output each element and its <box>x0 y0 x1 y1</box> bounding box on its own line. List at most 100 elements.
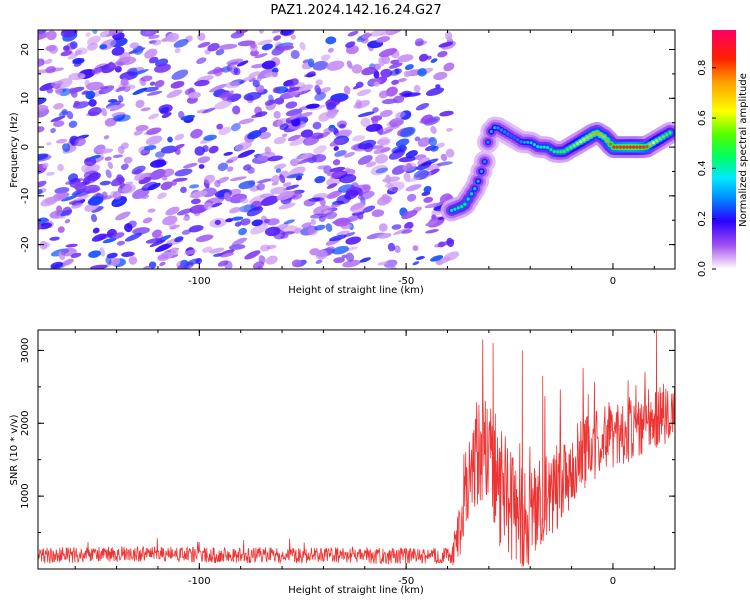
noise-blob <box>339 174 357 184</box>
noise-blob <box>372 107 379 113</box>
noise-blob <box>133 129 144 136</box>
noise-blob <box>313 145 327 154</box>
ridge-cell <box>651 141 656 145</box>
noise-blob <box>353 100 371 109</box>
noise-blob <box>412 245 419 252</box>
noise-blob <box>105 256 112 265</box>
noise-blob <box>395 111 406 119</box>
colorbar-tick-label: 0.8 <box>697 60 708 76</box>
noise-blob <box>261 43 273 51</box>
noise-blob <box>215 48 225 56</box>
noise-blob <box>240 198 249 204</box>
noise-blob <box>376 138 390 146</box>
ridge-cell <box>512 136 517 140</box>
noise-blob <box>287 134 302 142</box>
ridge-cell <box>562 149 566 154</box>
noise-blob <box>81 90 89 95</box>
noise-blob <box>161 168 175 177</box>
noise-blob <box>140 107 151 112</box>
noise-blob <box>440 153 448 162</box>
ridge-cell <box>655 139 659 143</box>
noise-blob <box>311 153 327 163</box>
noise-blob <box>252 261 265 269</box>
noise-blob <box>105 104 120 110</box>
noise-blob <box>345 252 355 262</box>
noise-blob <box>91 206 104 213</box>
noise-blob <box>303 198 316 207</box>
noise-blob <box>288 78 299 86</box>
noise-blob <box>135 99 145 109</box>
noise-blob <box>120 78 129 87</box>
noise-blob <box>412 261 420 266</box>
ridge-cell <box>506 132 510 136</box>
noise-blob <box>142 217 153 224</box>
noise-blob <box>170 247 179 256</box>
heatmap-ylabel: Frequency (Hz) <box>9 112 20 188</box>
noise-blob <box>333 146 339 151</box>
noise-blob <box>119 52 131 62</box>
noise-blob <box>377 261 388 266</box>
noise-blob <box>145 30 151 35</box>
noise-blob <box>98 85 115 95</box>
ridge-cell <box>612 145 616 149</box>
noise-blob <box>392 95 405 104</box>
noise-blob <box>445 148 455 158</box>
noise-blob <box>124 232 143 242</box>
noise-blob <box>379 109 393 118</box>
ridge-cell <box>628 145 632 149</box>
noise-blob <box>174 133 185 141</box>
x-tick-label: 0 <box>610 276 616 287</box>
noise-blob <box>388 62 403 69</box>
noise-blob <box>365 161 377 168</box>
noise-blob <box>404 64 414 71</box>
noise-blob <box>336 230 350 236</box>
noise-blob <box>430 58 438 63</box>
noise-blob <box>41 242 51 248</box>
noise-blob <box>315 79 323 86</box>
noise-blob <box>174 48 181 54</box>
ridge-cell <box>469 192 474 196</box>
noise-blob <box>282 182 292 187</box>
noise-blob <box>124 223 133 233</box>
noise-blob <box>194 79 210 87</box>
noise-blob <box>85 32 91 37</box>
noise-blob <box>285 101 298 109</box>
noise-blob <box>148 113 159 120</box>
noise-blob <box>435 84 441 89</box>
ridge-cell <box>668 131 672 135</box>
noise-blob <box>237 149 255 158</box>
noise-blob <box>347 30 359 37</box>
noise-blob <box>238 180 256 190</box>
ridge-cell <box>642 145 646 149</box>
noise-blob <box>171 69 189 80</box>
ridge-cell <box>608 142 613 146</box>
noise-blob <box>232 105 241 115</box>
noise-blob <box>183 249 198 255</box>
noise-blob <box>129 42 139 49</box>
noise-blob <box>198 164 205 169</box>
noise-blob <box>305 103 320 109</box>
noise-blob <box>257 39 273 46</box>
noise-blob <box>134 173 146 181</box>
ridge-cell <box>539 145 543 149</box>
noise-blob <box>357 155 373 165</box>
heatmap-x-ticks: -100 -50 0 <box>74 30 655 287</box>
noise-blob <box>99 44 108 50</box>
x-tick-label: -50 <box>398 276 414 287</box>
noise-blob <box>250 49 259 57</box>
heatmap-panel: -100 -50 0 20 10 0 -10 -20 Height of straight … <box>9 29 676 296</box>
noise-blob <box>346 60 353 69</box>
x-tick-label: -100 <box>188 576 211 587</box>
noise-blob <box>203 134 217 141</box>
noise-blob <box>423 185 432 193</box>
noise-blob <box>218 43 238 50</box>
noise-blob <box>330 171 347 179</box>
noise-blob <box>42 162 49 169</box>
signal-ridge <box>440 116 675 222</box>
noise-blob <box>87 107 102 117</box>
noise-blob <box>326 190 343 199</box>
noise-blob <box>314 224 326 231</box>
noise-blob <box>86 81 104 91</box>
noise-blob <box>173 39 189 48</box>
noise-blob <box>391 79 400 85</box>
